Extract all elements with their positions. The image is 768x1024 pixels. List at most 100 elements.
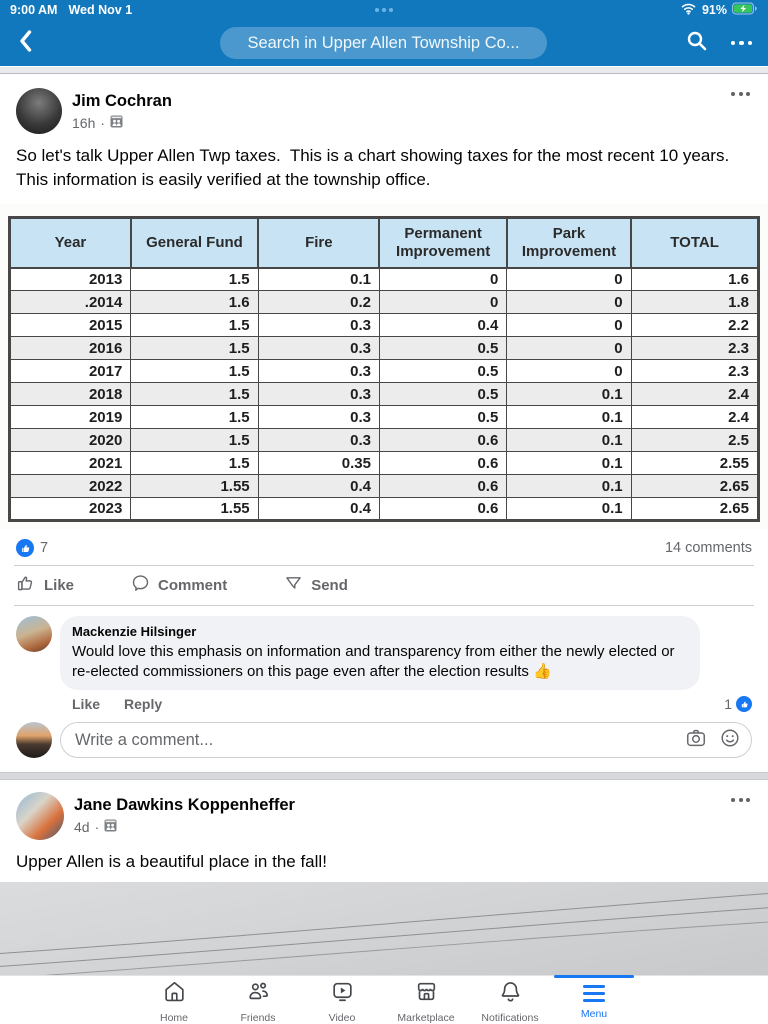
- table-cell: 0.5: [378, 336, 508, 360]
- table-cell: 0.3: [257, 313, 380, 337]
- comment-author[interactable]: Mackenzie Hilsinger: [72, 624, 197, 639]
- comment-reply-link[interactable]: Reply: [124, 696, 163, 712]
- table-cell: 1.8: [630, 290, 760, 314]
- table-cell: 0.6: [378, 497, 508, 521]
- comment-label: Comment: [158, 577, 228, 594]
- post-author[interactable]: Jane Dawkins Koppenheffer: [74, 796, 295, 814]
- write-comment-row: [0, 712, 768, 772]
- comment-meta: Like Reply 1: [0, 690, 768, 712]
- tax-table-image[interactable]: Year General Fund Fire Permanent Improve…: [0, 204, 768, 529]
- post-jim-cochran: Jim Cochran 16h ·: [0, 74, 768, 772]
- table-cell: 2.3: [630, 359, 760, 383]
- search-icon[interactable]: [685, 29, 709, 58]
- clock: 9:00 AM: [10, 3, 58, 17]
- col-fire: Fire: [257, 216, 381, 269]
- nav-marketplace[interactable]: Marketplace: [386, 976, 466, 1024]
- comment-button[interactable]: Comment: [130, 573, 227, 598]
- back-icon[interactable]: [16, 28, 36, 59]
- table-cell: 2022: [8, 474, 132, 498]
- table-cell: 2.2: [630, 313, 760, 337]
- table-row: 2017 1.5 0.3 0.5 0 2.3: [8, 359, 760, 383]
- table-cell: 1.55: [130, 474, 259, 498]
- send-icon: [283, 573, 304, 598]
- reaction-summary[interactable]: 7: [16, 539, 48, 557]
- emoji-icon[interactable]: [719, 727, 741, 754]
- nav-home[interactable]: Home: [134, 976, 214, 1024]
- table-cell: 0.6: [378, 428, 508, 452]
- table-row: 2019 1.5 0.3 0.5 0.1 2.4: [8, 405, 760, 429]
- thumbs-up-icon: [16, 573, 37, 598]
- comments-count[interactable]: 14 comments: [664, 540, 752, 556]
- table-cell: 0.4: [257, 497, 380, 521]
- table-cell: 1.5: [130, 336, 259, 360]
- friends-icon: [246, 979, 271, 1009]
- avatar[interactable]: [16, 792, 64, 840]
- table-cell: 2023: [8, 497, 132, 521]
- comment-bubble[interactable]: Mackenzie Hilsinger Would love this emph…: [60, 616, 700, 690]
- nav-notifications[interactable]: Notifications: [470, 976, 550, 1024]
- marketplace-icon: [414, 979, 439, 1009]
- table-cell: 0.2: [257, 290, 380, 314]
- post-author[interactable]: Jim Cochran: [72, 92, 172, 110]
- wifi-icon: [680, 2, 697, 18]
- table-cell: 0: [506, 267, 632, 291]
- comment-input-pill[interactable]: [60, 722, 752, 758]
- avatar[interactable]: [16, 88, 62, 134]
- nav-menu[interactable]: Menu: [554, 976, 634, 1024]
- like-reaction-icon: [736, 696, 752, 712]
- table-cell: 0: [506, 313, 632, 337]
- table-cell: 0: [378, 267, 508, 291]
- table-cell: 2.3: [630, 336, 760, 360]
- post-photo-sky[interactable]: [0, 882, 768, 975]
- table-cell: 0.5: [378, 405, 508, 429]
- nav-friends[interactable]: Friends: [218, 976, 298, 1024]
- table-cell: 0.6: [378, 474, 508, 498]
- table-cell: 0: [506, 290, 632, 314]
- table-cell: 2017: [8, 359, 132, 383]
- reaction-count: 7: [40, 540, 49, 556]
- post-text: Upper Allen is a beautiful place in the …: [16, 852, 327, 871]
- post-options-icon[interactable]: [731, 92, 750, 96]
- dot-separator: ·: [100, 115, 106, 131]
- search-input[interactable]: Search in Upper Allen Township Co...: [220, 27, 547, 59]
- table-cell: 2018: [8, 382, 132, 406]
- post-timestamp: 4d: [74, 819, 90, 835]
- col-park-improvement: Park Improvement: [505, 216, 633, 269]
- comment-reaction-summary[interactable]: 1: [724, 696, 752, 712]
- nav-label: Marketplace: [397, 1011, 455, 1024]
- avatar[interactable]: [16, 722, 52, 758]
- nav-video[interactable]: Video: [302, 976, 382, 1024]
- like-label: Like: [44, 577, 75, 594]
- table-cell: 0: [506, 359, 632, 383]
- group-icon: [110, 115, 123, 131]
- table-cell: 0: [378, 290, 508, 314]
- comment-input[interactable]: [75, 730, 685, 750]
- table-cell: 0.3: [257, 359, 380, 383]
- table-cell: 0.1: [506, 497, 632, 521]
- avatar[interactable]: [16, 616, 52, 652]
- comment-like-link[interactable]: Like: [72, 696, 101, 712]
- table-row: 2022 1.55 0.4 0.6 0.1 2.65: [8, 474, 760, 498]
- like-button[interactable]: Like: [16, 573, 74, 598]
- more-icon[interactable]: [730, 40, 752, 46]
- table-cell: 1.6: [130, 290, 259, 314]
- send-button[interactable]: Send: [283, 573, 348, 598]
- dot-separator: ·: [94, 819, 100, 835]
- table-cell: 0.1: [506, 405, 632, 429]
- app-header: Search in Upper Allen Township Co...: [0, 20, 768, 66]
- table-cell: 0.1: [506, 428, 632, 452]
- table-cell: 2.55: [630, 451, 760, 475]
- camera-icon[interactable]: [685, 727, 707, 754]
- nav-label: Friends: [240, 1011, 276, 1024]
- table-cell: 2020: [8, 428, 132, 452]
- divider: [14, 565, 754, 566]
- battery-percent: 91%: [701, 3, 727, 17]
- date: Wed Nov 1: [68, 3, 133, 17]
- home-icon: [162, 979, 187, 1009]
- post-options-icon[interactable]: [731, 798, 750, 802]
- table-cell: 2.65: [630, 474, 760, 498]
- table-header-row: Year General Fund Fire Permanent Improve…: [8, 216, 760, 269]
- table-row: 2021 1.5 0.35 0.6 0.1 2.55: [8, 451, 760, 475]
- multitask-handle-dots[interactable]: [375, 8, 393, 12]
